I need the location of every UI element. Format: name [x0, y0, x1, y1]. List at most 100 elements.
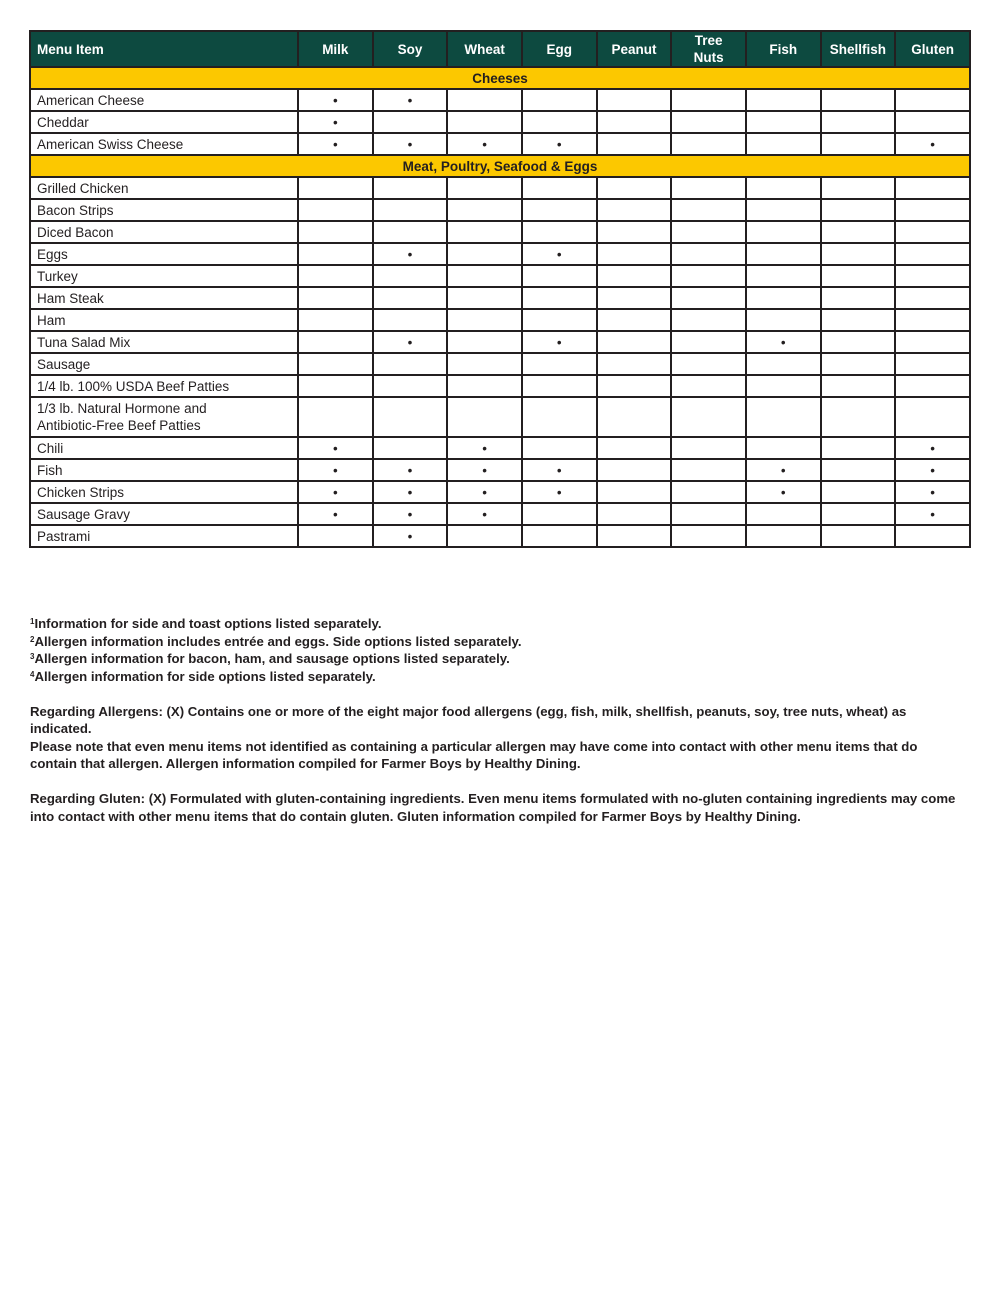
section-title: Cheeses — [29, 66, 971, 90]
column-header: Fish — [744, 30, 822, 68]
allergen-cell-egg — [520, 352, 598, 376]
allergen-cell-tree-nuts — [670, 396, 747, 438]
table-row: Grilled Chicken — [29, 176, 971, 200]
section-row: Cheeses — [29, 66, 971, 90]
allergen-cell-shellfish — [819, 458, 897, 482]
allergen-cell-egg — [520, 176, 598, 200]
allergen-cell-peanut — [595, 436, 673, 460]
allergen-cell-peanut — [595, 352, 673, 376]
allergen-cell-shellfish — [819, 176, 897, 200]
allergen-contact-note: Please note that even menu items not ide… — [30, 738, 918, 772]
menu-item-name: Bacon Strips — [29, 198, 299, 222]
allergen-cell-wheat: • — [446, 458, 523, 482]
menu-item-name: Sausage Gravy — [29, 502, 299, 526]
allergen-cell-egg — [520, 88, 598, 112]
allergen-cell-soy: • — [371, 88, 449, 112]
allergen-cell-shellfish — [819, 198, 897, 222]
allergen-cell-shellfish — [819, 110, 897, 134]
allergen-cell-fish — [744, 436, 822, 460]
allergen-cell-gluten: • — [894, 436, 971, 460]
allergen-cell-wheat — [446, 330, 523, 354]
allergen-cell-fish — [744, 220, 822, 244]
table-row: Eggs • • — [29, 242, 971, 266]
allergen-cell-fish: • — [744, 458, 822, 482]
allergen-cell-soy — [371, 220, 449, 244]
allergen-cell-shellfish — [819, 132, 897, 156]
menu-item-name: Grilled Chicken — [29, 176, 299, 200]
table-row: Chicken Strips • • • • • • — [29, 480, 971, 504]
allergen-cell-wheat — [446, 198, 523, 222]
footnote: 1Information for side and toast options … — [30, 615, 960, 633]
allergen-cell-egg: • — [520, 330, 598, 354]
allergen-cell-egg — [520, 308, 598, 332]
allergen-cell-wheat — [446, 374, 523, 398]
allergen-cell-egg — [520, 436, 598, 460]
allergen-cell-milk: • — [297, 436, 374, 460]
allergen-cell-soy: • — [371, 458, 449, 482]
allergen-cell-tree-nuts — [670, 220, 747, 244]
allergen-cell-tree-nuts — [670, 458, 747, 482]
table-row: Cheddar • — [29, 110, 971, 134]
allergen-cell-gluten: • — [894, 458, 971, 482]
allergen-cell-peanut — [595, 110, 673, 134]
allergen-cell-shellfish — [819, 88, 897, 112]
allergen-cell-gluten — [894, 286, 971, 310]
allergen-cell-fish — [744, 524, 822, 548]
allergen-cell-fish — [744, 352, 822, 376]
allergen-cell-peanut — [595, 286, 673, 310]
allergen-cell-shellfish — [819, 352, 897, 376]
allergen-cell-tree-nuts — [670, 502, 747, 526]
allergen-cell-peanut — [595, 374, 673, 398]
menu-item-name: Sausage — [29, 352, 299, 376]
allergen-cell-peanut — [595, 480, 673, 504]
allergen-cell-gluten — [894, 110, 971, 134]
table-row: Fish • • • • • • — [29, 458, 971, 482]
table-row: Diced Bacon — [29, 220, 971, 244]
menu-item-name: Fish — [29, 458, 299, 482]
allergen-cell-egg — [520, 198, 598, 222]
allergen-cell-milk — [297, 330, 374, 354]
allergen-cell-gluten — [894, 524, 971, 548]
column-header: Egg — [520, 30, 598, 68]
allergen-cell-milk — [297, 286, 374, 310]
section-title: Meat, Poultry, Seafood & Eggs — [29, 154, 971, 178]
allergen-cell-peanut — [595, 524, 673, 548]
allergen-cell-peanut — [595, 198, 673, 222]
allergen-cell-peanut — [595, 264, 673, 288]
allergen-cell-wheat — [446, 264, 523, 288]
allergen-cell-soy — [371, 198, 449, 222]
allergen-cell-milk — [297, 198, 374, 222]
allergen-cell-fish — [744, 110, 822, 134]
table-row: 1/4 lb. 100% USDA Beef Patties — [29, 374, 971, 398]
allergen-cell-fish — [744, 264, 822, 288]
allergen-cell-gluten — [894, 88, 971, 112]
footnote-text: Allergen information for bacon, ham, and… — [34, 651, 510, 666]
allergen-cell-tree-nuts — [670, 264, 747, 288]
allergen-cell-soy — [371, 176, 449, 200]
allergen-cell-fish — [744, 242, 822, 266]
allergen-cell-wheat — [446, 524, 523, 548]
column-header: Tree Nuts — [670, 30, 747, 68]
allergen-cell-gluten — [894, 220, 971, 244]
allergen-cell-milk — [297, 242, 374, 266]
allergen-cell-soy — [371, 436, 449, 460]
allergen-cell-soy — [371, 374, 449, 398]
menu-item-name: American Swiss Cheese — [29, 132, 299, 156]
allergen-cell-wheat — [446, 110, 523, 134]
allergen-cell-fish — [744, 198, 822, 222]
menu-item-name: Tuna Salad Mix — [29, 330, 299, 354]
footnote-mark: 3 — [30, 652, 35, 661]
allergen-cell-tree-nuts — [670, 132, 747, 156]
allergen-cell-fish — [744, 502, 822, 526]
allergen-cell-soy — [371, 308, 449, 332]
allergen-cell-wheat: • — [446, 502, 523, 526]
allergen-cell-tree-nuts — [670, 242, 747, 266]
allergen-cell-shellfish — [819, 436, 897, 460]
allergen-cell-milk — [297, 396, 374, 438]
allergen-cell-peanut — [595, 502, 673, 526]
footnote-text: Allergen information for side options li… — [34, 668, 376, 684]
allergen-cell-peanut — [595, 396, 673, 438]
allergen-cell-milk — [297, 176, 374, 200]
allergen-cell-tree-nuts — [670, 352, 747, 376]
menu-item-name: Ham Steak — [29, 286, 299, 310]
